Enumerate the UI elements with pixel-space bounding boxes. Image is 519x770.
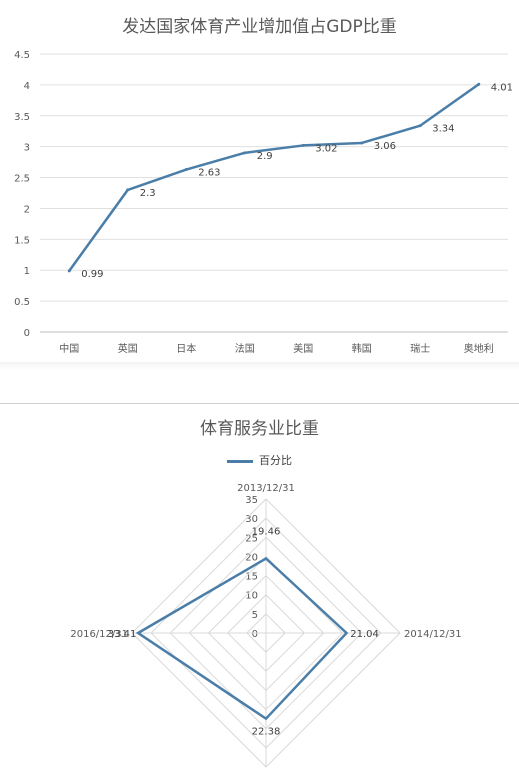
r-tick-label: 20 [245,552,258,563]
legend-swatch [227,459,253,463]
y-tick-label: 4.5 [14,50,30,61]
data-label: 2.9 [257,151,273,162]
y-tick-label: 3 [24,143,30,154]
data-point [126,188,130,192]
y-tick-label: 0.5 [14,297,30,308]
r-tick-label: 15 [245,572,258,583]
x-tick-label: 美国 [293,342,313,355]
data-point [360,141,364,145]
radar-data-label: 21.04 [350,629,379,640]
radar-chart-plot: 051015202530352013/12/312014/12/312015/1… [70,483,462,768]
x-tick-label: 中国 [59,342,79,355]
radar-category-label: 2016/12/31 [70,629,128,640]
radar-category-label: 2013/12/31 [237,483,295,494]
y-tick-label: 3.5 [14,112,30,123]
data-point [184,168,188,172]
data-point [67,269,71,273]
radar-data-label: 22.38 [252,727,281,738]
legend-label: 百分比 [259,454,292,467]
radar-chart-panel: 体育服务业比重 百分比 0 5 10 15 20 25 30 35 2013/12/31 2014… [0,403,519,770]
x-tick-label: 瑞士 [410,342,430,355]
data-point [301,143,305,147]
x-tick-label: 奥地利 [464,342,494,355]
x-tick-label: 韩国 [352,342,372,355]
r-tick-label: 0 [252,629,258,640]
radar-legend: 百分比 [0,452,519,468]
line-chart-title: 发达国家体育产业增加值占GDP比重 [122,17,397,37]
radar-chart-title: 体育服务业比重 [200,419,319,439]
x-tick-label: 法国 [235,342,255,355]
data-point [477,82,481,86]
series-line [68,83,480,272]
data-label: 3.06 [374,141,396,152]
data-label: 2.63 [198,168,220,179]
data-label: 3.34 [432,124,454,135]
radar-series-line [135,556,349,721]
radar-data-label: 33.41 [108,629,137,640]
data-point [243,151,247,155]
r-tick-label: 10 [245,591,258,602]
data-label: 0.99 [81,269,103,280]
r-tick-label: 30 [245,514,258,525]
line-chart-plot: 0 0.5 1 1.5 2 2.5 3 3.5 4 4.5 中国 英国 日本 法国 美国 韩国 瑞士 奥地利 0.9… [14,50,513,355]
data-label: 4.01 [491,82,513,93]
y-tick-label: 0 [24,328,30,339]
y-tick-label: 2 [24,204,30,215]
radar-data-label: 19.46 [252,526,281,537]
x-tick-label: 日本 [176,342,196,355]
data-point [418,124,422,128]
radar-category-label: 2014/12/31 [404,629,462,640]
y-tick-label: 1 [24,266,30,277]
panel-divider [0,362,519,370]
r-tick-label: 35 [245,495,258,506]
data-label: 2.3 [140,188,156,199]
r-tick-label: 5 [252,610,258,621]
data-label: 3.02 [315,143,337,154]
y-tick-label: 1.5 [14,235,30,246]
y-tick-label: 4 [24,81,30,92]
line-chart-panel: 发达国家体育产业增加值占GDP比重 0 0.5 1 1.5 2 2.5 3 3.5 4 4.5 中国… [0,0,519,370]
x-tick-label: 英国 [118,342,138,355]
r-tick-label: 25 [245,533,258,544]
y-tick-label: 2.5 [14,174,30,185]
